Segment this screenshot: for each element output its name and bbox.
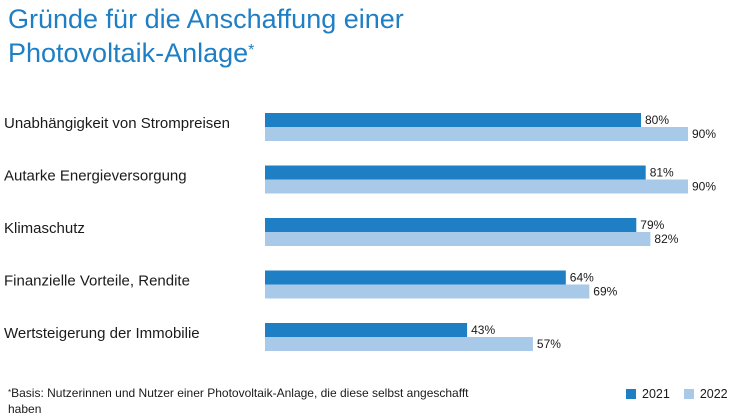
bar-2021 — [265, 165, 646, 180]
category-label: Unabhängigkeit von Strompreisen — [4, 115, 230, 132]
chart-title-line-2: Photovoltaik-Anlage* — [8, 36, 708, 70]
footnote-marker: * — [8, 388, 12, 397]
chart-title-marker: * — [248, 42, 255, 59]
category-label: Autarke Energieversorgung — [4, 168, 187, 185]
data-label-2022: 82% — [654, 232, 678, 246]
legend-label-2022: 2022 — [699, 387, 728, 401]
data-label-2022: 69% — [593, 285, 617, 299]
data-label-2022: 57% — [537, 337, 561, 351]
bar-2021 — [265, 113, 641, 127]
bar-2021 — [265, 323, 468, 337]
bar-2021 — [265, 270, 566, 285]
footnote: *Basis: Nutzerinnen und Nutzer einer Pho… — [8, 385, 478, 417]
bar-2022 — [265, 284, 590, 299]
category-label: Finanzielle Vorteile, Rendite — [4, 273, 190, 290]
bar-2022 — [265, 337, 533, 351]
bar-chart: Unabhängigkeit von Strompreisen 80% 90% Aut… — [4, 113, 716, 351]
bar-2022 — [265, 179, 688, 194]
data-label-2021: 81% — [650, 166, 674, 180]
data-label-2021: 43% — [471, 323, 495, 337]
legend-swatch-2022 — [683, 389, 694, 399]
data-label-2022: 90% — [692, 180, 716, 194]
bar-2022 — [265, 127, 688, 141]
bar-2021 — [265, 218, 637, 232]
legend: 2021 2022 — [626, 387, 728, 401]
chart-title: Gründe für die Anschaffung einer Photovo… — [8, 2, 708, 70]
data-label-2021: 80% — [645, 113, 669, 127]
data-label-2021: 64% — [570, 271, 594, 285]
footnote-text: Basis: Nutzerinnen und Nutzer einer Phot… — [8, 386, 469, 416]
bar-2022 — [265, 232, 651, 246]
category-label: Wertsteigerung der Immobilie — [4, 325, 200, 342]
legend-label-2021: 2021 — [642, 387, 670, 401]
legend-item-2022: 2022 — [683, 387, 728, 401]
chart-title-line-1: Gründe für die Anschaffung einer — [8, 4, 404, 34]
data-label-2021: 79% — [640, 218, 664, 232]
legend-swatch-2021 — [626, 389, 636, 399]
data-label-2022: 90% — [692, 127, 716, 141]
chart-title-line-2-text: Photovoltaik-Anlage — [8, 38, 249, 68]
category-label: Klimaschutz — [4, 220, 85, 237]
legend-item-2021: 2021 — [626, 387, 670, 401]
